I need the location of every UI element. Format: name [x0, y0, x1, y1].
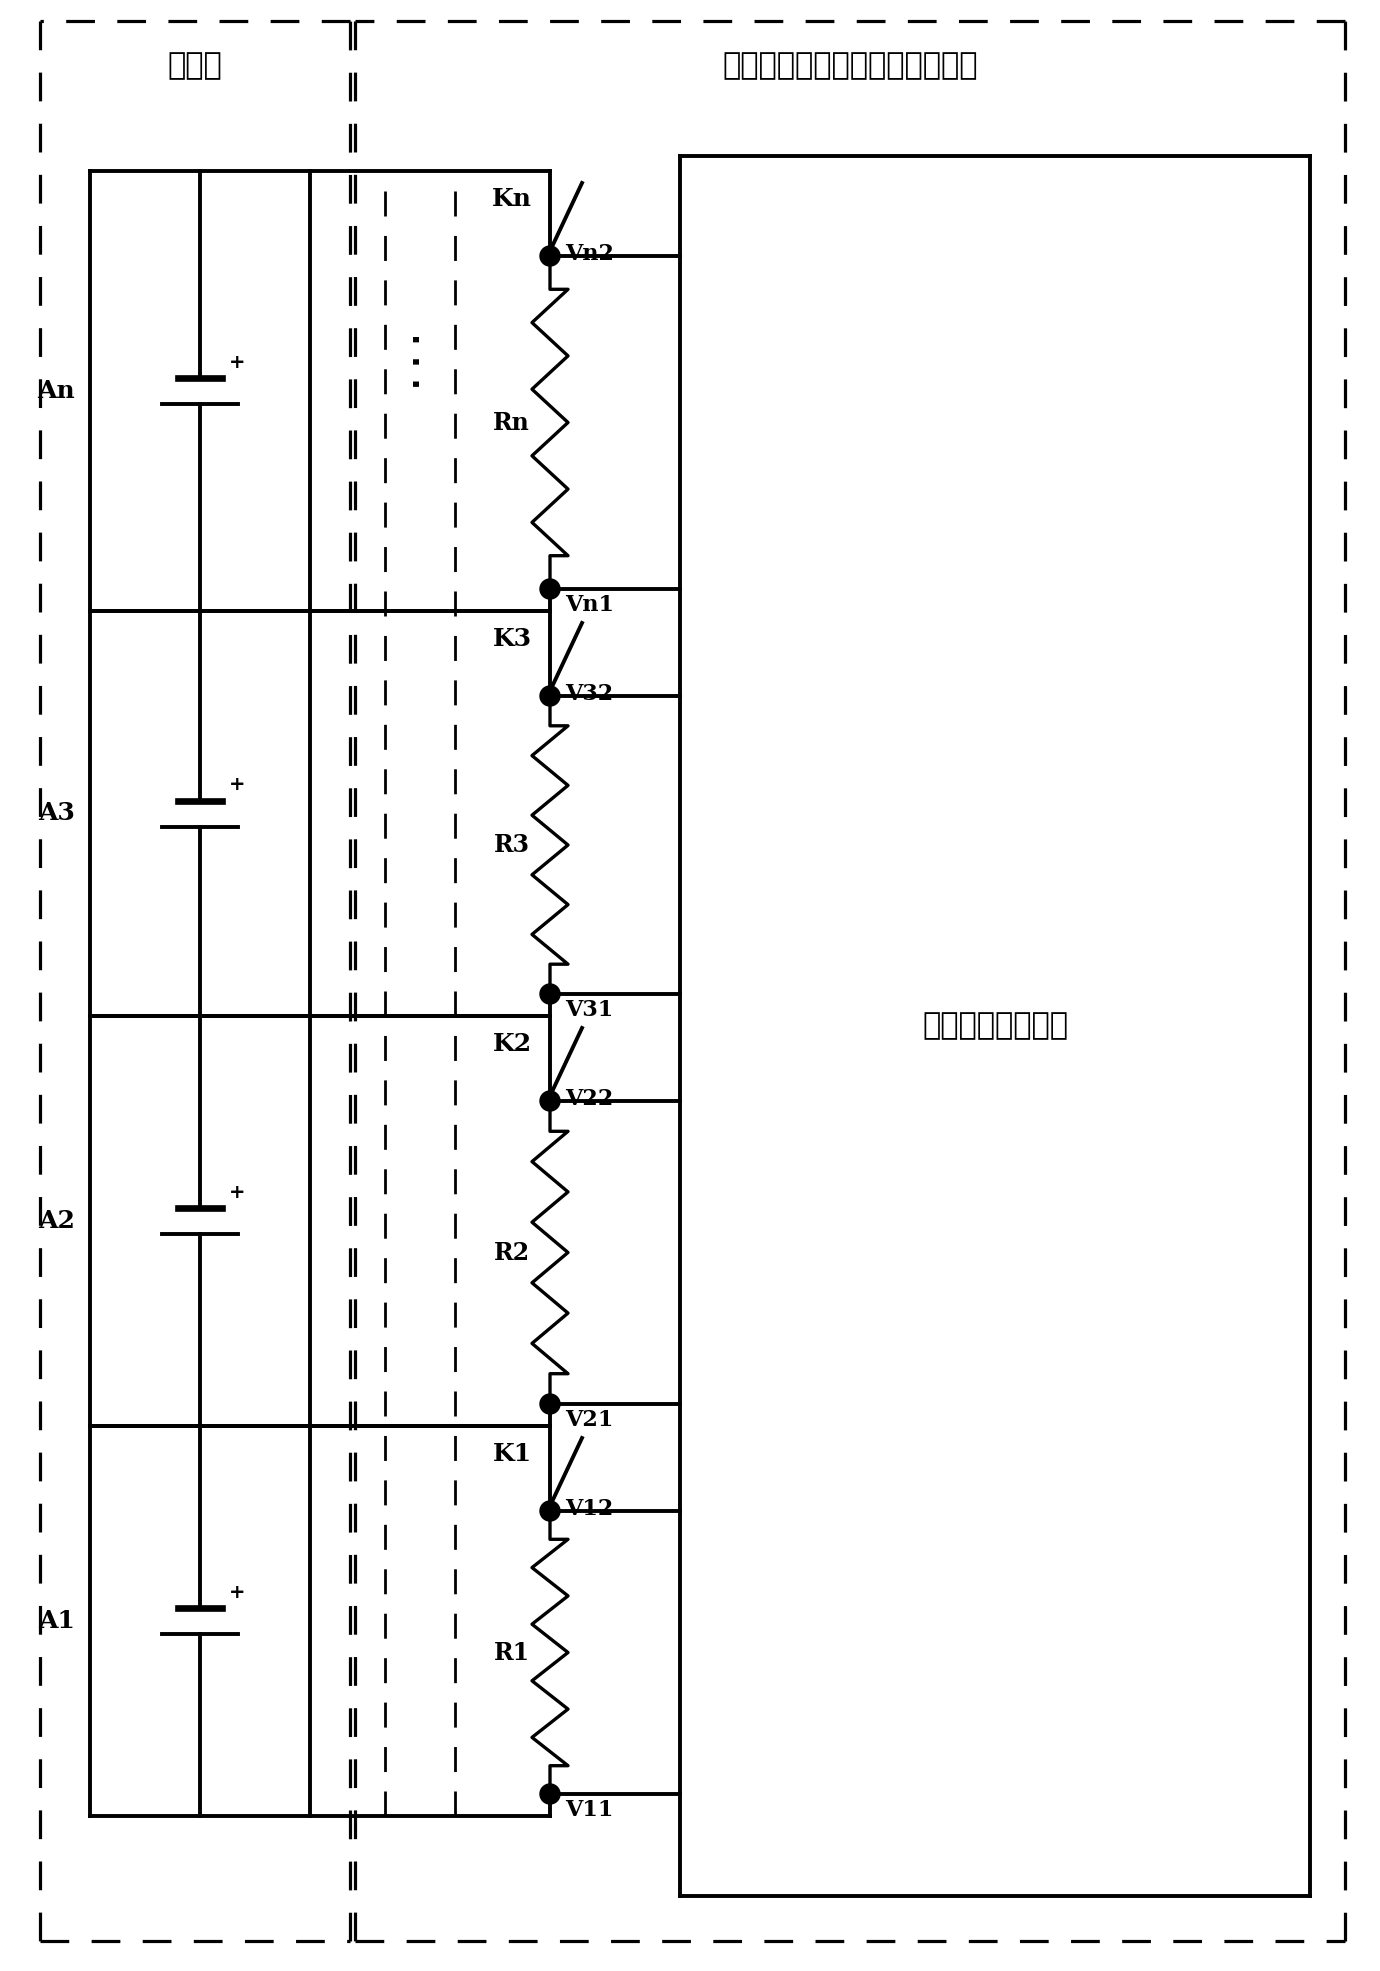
Text: R2: R2 [494, 1240, 530, 1265]
Text: · · ·: · · · [406, 333, 435, 388]
Text: R1: R1 [494, 1640, 530, 1664]
Text: V31: V31 [564, 999, 613, 1021]
Text: +: + [229, 1183, 246, 1202]
Text: Vn2: Vn2 [564, 242, 614, 264]
Text: A1: A1 [39, 1608, 75, 1634]
Text: K1: K1 [493, 1443, 533, 1466]
Circle shape [540, 1502, 560, 1522]
Circle shape [540, 984, 560, 1003]
Circle shape [540, 1092, 560, 1112]
Text: 电池组: 电池组 [167, 51, 222, 81]
Text: +: + [229, 1583, 246, 1602]
Text: A2: A2 [39, 1208, 75, 1234]
Circle shape [540, 686, 560, 706]
Circle shape [540, 579, 560, 599]
Text: V32: V32 [564, 684, 613, 706]
Text: Vn1: Vn1 [564, 593, 614, 617]
Text: 电池均衡电路及可靠性检测电路: 电池均衡电路及可靠性检测电路 [722, 51, 978, 81]
Text: +: + [229, 775, 246, 794]
Text: K3: K3 [493, 627, 533, 650]
Circle shape [540, 1393, 560, 1413]
Text: K2: K2 [493, 1033, 533, 1056]
Text: +: + [229, 353, 246, 373]
Text: R3: R3 [494, 834, 530, 857]
Text: V22: V22 [564, 1088, 613, 1110]
Text: V11: V11 [564, 1800, 613, 1821]
Text: V12: V12 [564, 1498, 613, 1520]
Text: V21: V21 [564, 1409, 613, 1431]
Text: A3: A3 [39, 802, 75, 826]
Circle shape [540, 1784, 560, 1803]
Text: 电压检测判断单元: 电压检测判断单元 [922, 1011, 1068, 1041]
Text: An: An [37, 378, 75, 402]
Circle shape [540, 246, 560, 266]
Text: Rn: Rn [493, 410, 530, 434]
Text: Kn: Kn [493, 187, 533, 211]
